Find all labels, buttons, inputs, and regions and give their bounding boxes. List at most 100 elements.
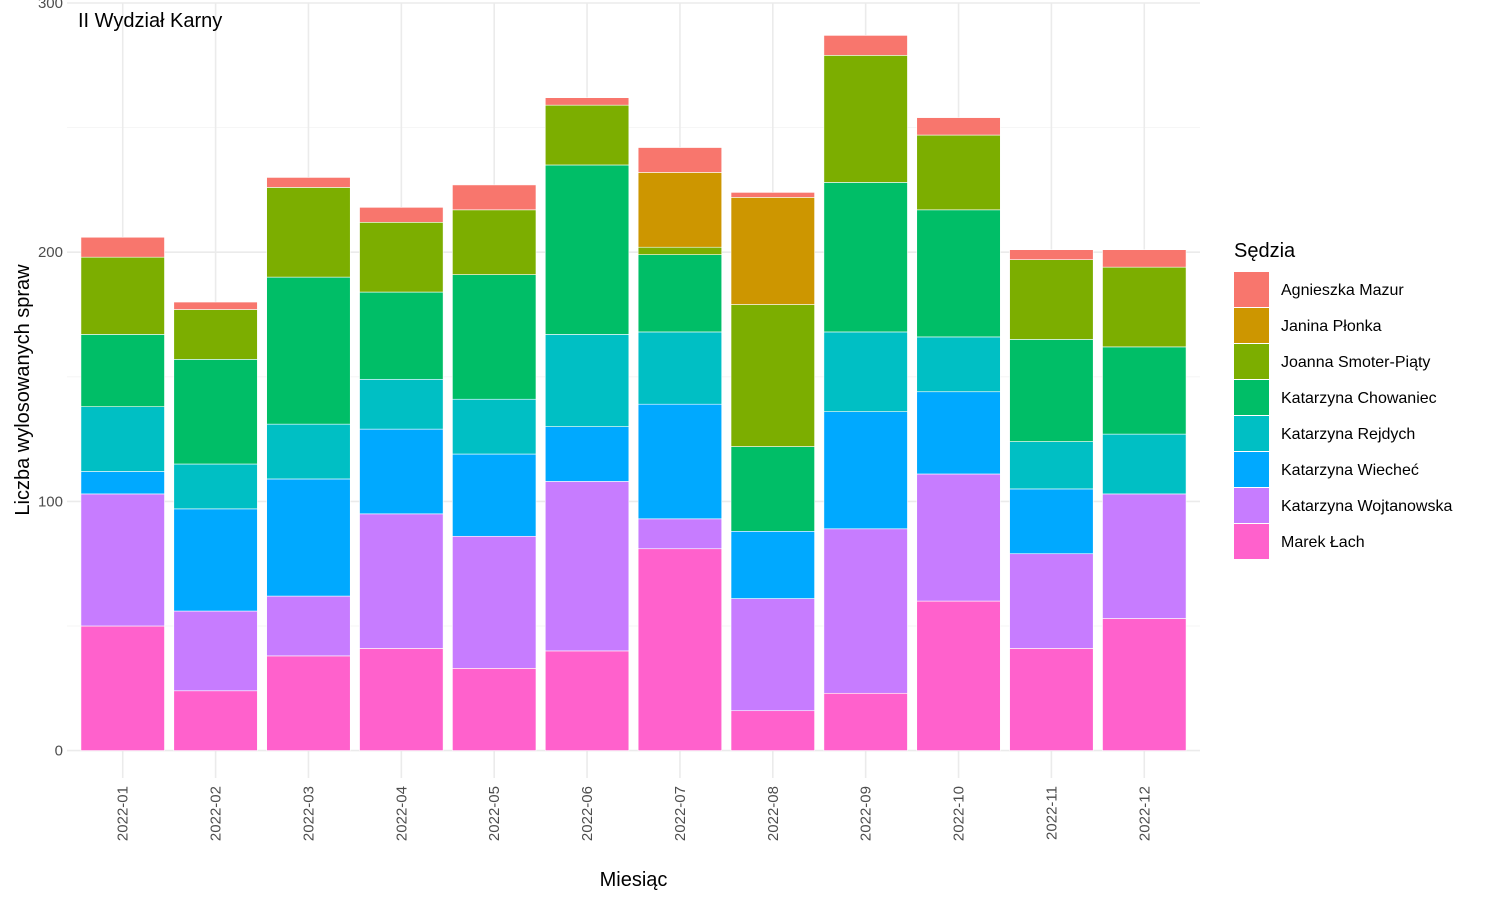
bar-segment [359, 221, 444, 293]
bar-segment [1102, 433, 1187, 495]
bar-segment [359, 291, 444, 380]
legend-swatch [1234, 416, 1269, 451]
y-tick-label: 200 [38, 244, 63, 261]
bar-segment [823, 35, 908, 56]
x-tick-label: 2022-06 [579, 786, 596, 841]
legend-swatch [1234, 488, 1269, 523]
bar-segment [452, 274, 537, 400]
x-tick-label: 2022-07 [672, 786, 689, 841]
y-tick-label: 100 [38, 493, 63, 510]
legend: Sędzia Agnieszka Mazur Janina Płonka Joann… [1234, 240, 1452, 559]
legend-title: Sędzia [1234, 240, 1296, 262]
bar-segment [266, 276, 351, 425]
bar-segment [266, 187, 351, 278]
bar-segment [173, 610, 258, 692]
bar-segment [452, 668, 537, 751]
bar-segment [359, 428, 444, 515]
bar-segment [544, 426, 630, 482]
bar-segment [1102, 266, 1187, 348]
bar-segment [823, 55, 908, 183]
bar-segment [80, 406, 165, 472]
bar-segment [730, 710, 815, 751]
bar-segment [173, 359, 258, 465]
legend-label: Agnieszka Mazur [1281, 282, 1404, 299]
bar-segment [173, 463, 258, 510]
bar-segment [1102, 493, 1187, 619]
x-tick-label: 2022-11 [1043, 786, 1060, 840]
bar-segment [1009, 553, 1094, 649]
bar-segment [173, 301, 258, 310]
bar-segment [80, 256, 165, 335]
bar-segment [359, 207, 444, 223]
bar-segment [1009, 441, 1094, 490]
bar-segment [544, 164, 630, 335]
bar-segment [1102, 618, 1187, 751]
bar-segment [637, 172, 723, 248]
bar-segment [637, 331, 723, 405]
bar-segment [916, 209, 1001, 338]
x-tick-label: 2022-05 [486, 786, 503, 841]
bar-segment [823, 182, 908, 333]
bar-segment [452, 398, 537, 455]
bar-segment [80, 625, 165, 751]
legend-swatch [1234, 272, 1269, 307]
bar-segment [544, 104, 630, 166]
bar-segment [1009, 648, 1094, 751]
bar-segment [80, 236, 165, 258]
bar-segment [80, 334, 165, 407]
bar-segment [80, 471, 165, 495]
legend-swatch [1234, 452, 1269, 487]
bar-segment [266, 595, 351, 657]
bar-segment [359, 378, 444, 430]
bar-segment [730, 598, 815, 712]
bar-segment [637, 548, 723, 751]
bar-segment [544, 481, 630, 652]
legend-label: Katarzyna Wiecheć [1281, 462, 1419, 479]
bar-segment [1009, 488, 1094, 555]
x-tick-label: 2022-01 [115, 786, 132, 841]
bar-segment [173, 508, 258, 612]
bar-segment [1009, 249, 1094, 260]
x-axis-ticks: 2022-01 2022-02 2022-03 2022-04 2022-05 2022-… [115, 786, 1154, 841]
bar-segment [637, 403, 723, 520]
legend-label: Katarzyna Rejdych [1281, 426, 1415, 443]
bar-segment [637, 518, 723, 550]
legend-swatch [1234, 524, 1269, 559]
bar-segment [452, 209, 537, 275]
bar-segment [730, 197, 815, 305]
legend-label: Janina Płonka [1281, 318, 1382, 335]
bar-segment [730, 304, 815, 447]
legend-swatch [1234, 380, 1269, 415]
bar-segment [452, 184, 537, 211]
bar-segment [916, 134, 1001, 211]
y-tick-label: 300 [38, 0, 63, 12]
legend-label: Katarzyna Chowaniec [1281, 390, 1437, 407]
y-axis-title: Liczba wylosowanych spraw [12, 264, 34, 516]
bar-segment [1009, 259, 1094, 340]
x-tick-label: 2022-04 [393, 786, 410, 841]
bar-segment [266, 177, 351, 188]
bar-segment [637, 254, 723, 333]
legend-label: Marek Łach [1281, 534, 1365, 551]
bar-segment [823, 528, 908, 694]
bar-segment [730, 530, 815, 599]
x-tick-label: 2022-09 [858, 786, 875, 841]
legend-label: Joanna Smoter-Piąty [1281, 354, 1430, 371]
bar-segment [1102, 346, 1187, 435]
x-tick-label: 2022-08 [765, 786, 782, 841]
bar-segment [823, 692, 908, 751]
bar-segment [359, 513, 444, 649]
bar-segment [823, 331, 908, 412]
bar-segment [1102, 249, 1187, 268]
bar-segment [266, 478, 351, 597]
bar-segment [173, 309, 258, 360]
bar-segment [637, 147, 723, 173]
bar-segment [730, 192, 815, 198]
x-axis-title: Miesiąc [600, 869, 668, 891]
legend-label: Katarzyna Wojtanowska [1281, 498, 1452, 515]
bar-segment [544, 334, 630, 427]
x-tick-label: 2022-02 [208, 786, 225, 841]
y-axis-ticks: 0 100 200 300 [38, 0, 63, 760]
bar-segment [730, 446, 815, 532]
bar-segment [266, 655, 351, 751]
